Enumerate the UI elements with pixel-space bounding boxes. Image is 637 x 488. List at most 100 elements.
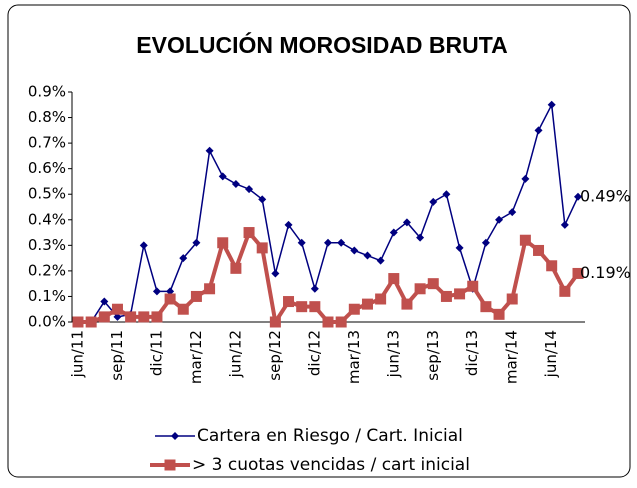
marker — [429, 197, 438, 206]
marker — [322, 316, 334, 328]
marker — [151, 311, 163, 323]
marker — [337, 238, 346, 247]
marker — [297, 238, 306, 247]
marker — [519, 234, 531, 246]
legend-label: > 3 cuotas vencidas / cart inicial — [192, 455, 470, 475]
marker — [152, 287, 161, 296]
marker — [85, 316, 97, 328]
marker — [243, 227, 255, 239]
marker — [296, 301, 308, 313]
marker — [560, 220, 569, 229]
marker — [440, 290, 452, 302]
x-tick-label: mar/13 — [345, 330, 363, 384]
marker — [166, 287, 175, 296]
marker — [310, 284, 319, 293]
y-tick-label: 0.0% — [28, 313, 66, 331]
marker — [164, 293, 176, 305]
marker — [547, 100, 556, 109]
marker — [481, 238, 490, 247]
marker — [414, 283, 426, 295]
marker — [455, 243, 464, 252]
x-tick-label: sep/11 — [108, 330, 126, 381]
marker — [179, 254, 188, 263]
marker — [375, 293, 387, 305]
marker — [100, 297, 109, 306]
marker — [493, 308, 505, 320]
x-tick-label: sep/12 — [266, 330, 284, 381]
marker — [350, 246, 359, 255]
marker — [204, 283, 216, 295]
marker — [283, 296, 295, 308]
x-tick-label: mar/12 — [187, 330, 205, 384]
marker — [139, 241, 148, 250]
y-tick-label: 0.3% — [28, 236, 66, 254]
legend-label: Cartera en Riesgo / Cart. Inicial — [197, 426, 463, 446]
marker — [192, 238, 201, 247]
marker — [177, 303, 189, 315]
x-tick-label: mar/14 — [503, 330, 521, 384]
marker — [467, 280, 479, 292]
marker — [335, 316, 347, 328]
marker — [348, 303, 360, 315]
x-tick-label: dic/11 — [147, 330, 165, 376]
marker — [534, 126, 543, 135]
marker — [508, 208, 517, 217]
marker — [559, 285, 571, 297]
y-tick-label: 0.4% — [28, 210, 66, 228]
marker — [506, 293, 518, 305]
marker — [454, 288, 466, 300]
marker — [427, 278, 439, 290]
marker — [442, 190, 451, 199]
marker — [376, 256, 385, 265]
marker — [284, 220, 293, 229]
x-tick-label: jun/14 — [542, 330, 560, 378]
marker — [269, 316, 281, 328]
marker — [401, 298, 413, 310]
marker — [533, 244, 545, 256]
chart-title: EVOLUCIÓN MOROSIDAD BRUTA — [136, 31, 507, 58]
marker — [389, 228, 398, 237]
marker — [113, 312, 122, 321]
y-tick-label: 0.9% — [28, 83, 66, 101]
x-tick-label: sep/13 — [424, 330, 442, 381]
x-tick-label: jun/12 — [226, 330, 244, 378]
marker — [521, 174, 530, 183]
y-tick-label: 0.5% — [28, 185, 66, 203]
marker — [125, 311, 137, 323]
marker — [98, 311, 110, 323]
marker — [218, 172, 227, 181]
marker — [138, 311, 150, 323]
marker — [271, 269, 280, 278]
marker — [402, 218, 411, 227]
marker — [231, 180, 240, 188]
marker — [245, 185, 254, 194]
y-tick-label: 0.8% — [28, 108, 66, 126]
marker — [546, 260, 558, 272]
chart-frame — [7, 4, 631, 478]
x-tick-label: jun/13 — [384, 330, 402, 378]
y-tick-label: 0.7% — [28, 134, 66, 152]
marker — [361, 298, 373, 310]
marker — [324, 238, 332, 247]
y-tick-label: 0.1% — [28, 287, 66, 305]
marker — [205, 146, 214, 155]
data-label: 0.49% — [580, 186, 631, 205]
marker — [363, 251, 372, 260]
marker — [230, 262, 242, 274]
x-tick-label: jun/11 — [69, 330, 87, 378]
marker — [480, 301, 492, 313]
marker — [574, 192, 582, 201]
y-tick-label: 0.6% — [28, 159, 66, 177]
marker — [217, 237, 229, 249]
marker — [572, 267, 584, 279]
marker — [258, 195, 267, 204]
legend-marker — [171, 432, 179, 440]
marker — [256, 242, 268, 254]
marker — [388, 273, 400, 285]
data-label: 0.19% — [580, 263, 631, 282]
x-tick-label: dic/12 — [305, 330, 323, 376]
marker — [72, 316, 84, 328]
marker — [495, 215, 504, 224]
marker — [416, 233, 425, 242]
